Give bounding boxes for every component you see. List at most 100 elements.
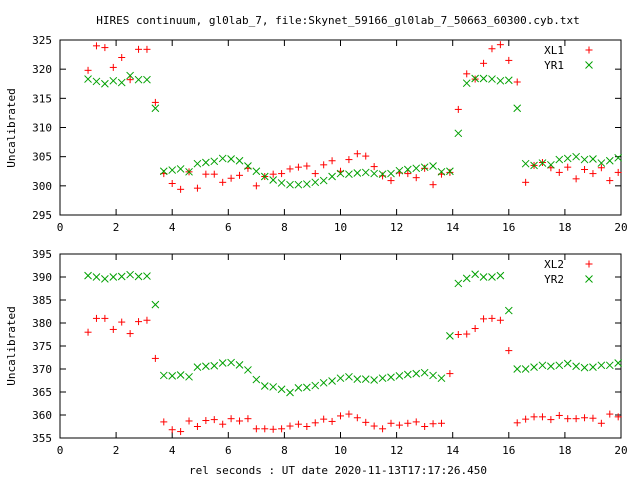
data-point xyxy=(278,170,286,178)
marker-stroke xyxy=(269,383,278,391)
legend-marker xyxy=(585,260,593,268)
data-point xyxy=(227,155,235,163)
data-point xyxy=(143,272,151,280)
x-tick-label: 8 xyxy=(281,444,288,457)
data-point xyxy=(353,150,361,158)
marker-stroke xyxy=(530,161,538,170)
marker-stroke xyxy=(277,385,286,394)
marker-stroke xyxy=(176,371,185,379)
x-tick-label: 18 xyxy=(558,221,571,234)
data-point xyxy=(605,156,614,165)
data-point xyxy=(530,413,538,421)
data-point xyxy=(395,372,404,380)
marker-stroke xyxy=(319,176,328,185)
data-point xyxy=(505,56,513,64)
data-point xyxy=(336,169,345,178)
marker-stroke xyxy=(580,363,589,372)
data-point xyxy=(252,167,261,176)
data-point xyxy=(429,420,437,428)
x-axis-label: rel seconds : UT date 2020-11-13T17:17:2… xyxy=(189,464,487,477)
data-point xyxy=(361,168,370,177)
data-point xyxy=(513,419,521,427)
x-tick-label: 18 xyxy=(558,444,571,457)
data-point xyxy=(202,170,210,178)
data-point xyxy=(496,271,505,280)
y-tick-label: 325 xyxy=(32,34,52,47)
data-point xyxy=(572,152,580,161)
data-point xyxy=(538,159,547,167)
data-point xyxy=(84,66,92,74)
data-point xyxy=(446,332,454,340)
marker-stroke xyxy=(387,169,395,178)
bottom-plot-panel: 355 360 365 370 375 380 385 390 395 0 2 4 6 8 10 12 14 16… xyxy=(5,248,628,457)
x-tick-label: 14 xyxy=(446,221,460,234)
data-point xyxy=(303,423,311,430)
marker-stroke xyxy=(202,362,210,371)
data-point xyxy=(362,418,370,426)
marker-stroke xyxy=(244,366,252,374)
data-point xyxy=(370,376,379,384)
marker-stroke xyxy=(126,71,134,80)
data-point xyxy=(235,361,244,369)
marker-stroke xyxy=(143,75,151,84)
data-point xyxy=(496,41,504,49)
marker-stroke xyxy=(235,156,244,165)
marker-stroke xyxy=(319,378,328,387)
legend-marker xyxy=(585,46,593,54)
data-point xyxy=(151,98,159,106)
data-point xyxy=(202,362,210,371)
marker-stroke xyxy=(176,165,185,173)
marker-stroke xyxy=(585,61,593,69)
data-point xyxy=(134,75,143,84)
data-point xyxy=(581,414,589,422)
marker-stroke xyxy=(555,155,564,164)
data-point xyxy=(505,347,513,355)
marker-stroke xyxy=(412,369,421,378)
data-point xyxy=(269,176,278,184)
x-tick-label: 0 xyxy=(57,221,64,234)
data-point xyxy=(143,316,151,324)
marker-stroke xyxy=(605,361,614,370)
data-point xyxy=(496,316,504,324)
data-point xyxy=(437,419,445,427)
data-point xyxy=(117,78,126,87)
marker-stroke xyxy=(462,274,471,283)
data-point xyxy=(118,318,126,326)
data-point xyxy=(555,168,563,176)
data-point xyxy=(454,331,462,338)
marker-stroke xyxy=(252,375,261,384)
marker-stroke xyxy=(143,272,151,280)
data-point xyxy=(193,159,202,168)
series-xl1 xyxy=(84,41,622,193)
data-point xyxy=(286,388,294,397)
data-point xyxy=(412,164,421,173)
data-point xyxy=(286,422,294,430)
data-point xyxy=(395,166,404,175)
data-point xyxy=(84,328,92,336)
marker-stroke xyxy=(446,167,454,176)
data-point xyxy=(581,166,589,173)
data-point xyxy=(84,75,92,83)
data-point xyxy=(564,415,572,423)
data-point xyxy=(109,325,117,333)
marker-stroke xyxy=(92,273,101,281)
marker-stroke xyxy=(530,363,538,372)
marker-stroke xyxy=(420,368,429,377)
y-tick-label: 355 xyxy=(32,432,52,445)
data-point xyxy=(202,417,210,425)
data-point xyxy=(589,414,597,422)
data-point xyxy=(513,365,522,373)
marker-stroke xyxy=(370,376,379,384)
marker-stroke xyxy=(277,179,286,187)
data-point xyxy=(463,330,471,338)
data-point xyxy=(513,104,522,113)
marker-stroke xyxy=(521,159,530,168)
data-point xyxy=(463,70,471,78)
x-tick-label: 8 xyxy=(281,221,288,234)
data-point xyxy=(168,180,176,187)
data-point xyxy=(454,129,463,138)
data-point xyxy=(244,162,252,170)
data-point xyxy=(159,167,168,176)
marker-stroke xyxy=(614,153,623,162)
marker-stroke xyxy=(302,180,311,188)
